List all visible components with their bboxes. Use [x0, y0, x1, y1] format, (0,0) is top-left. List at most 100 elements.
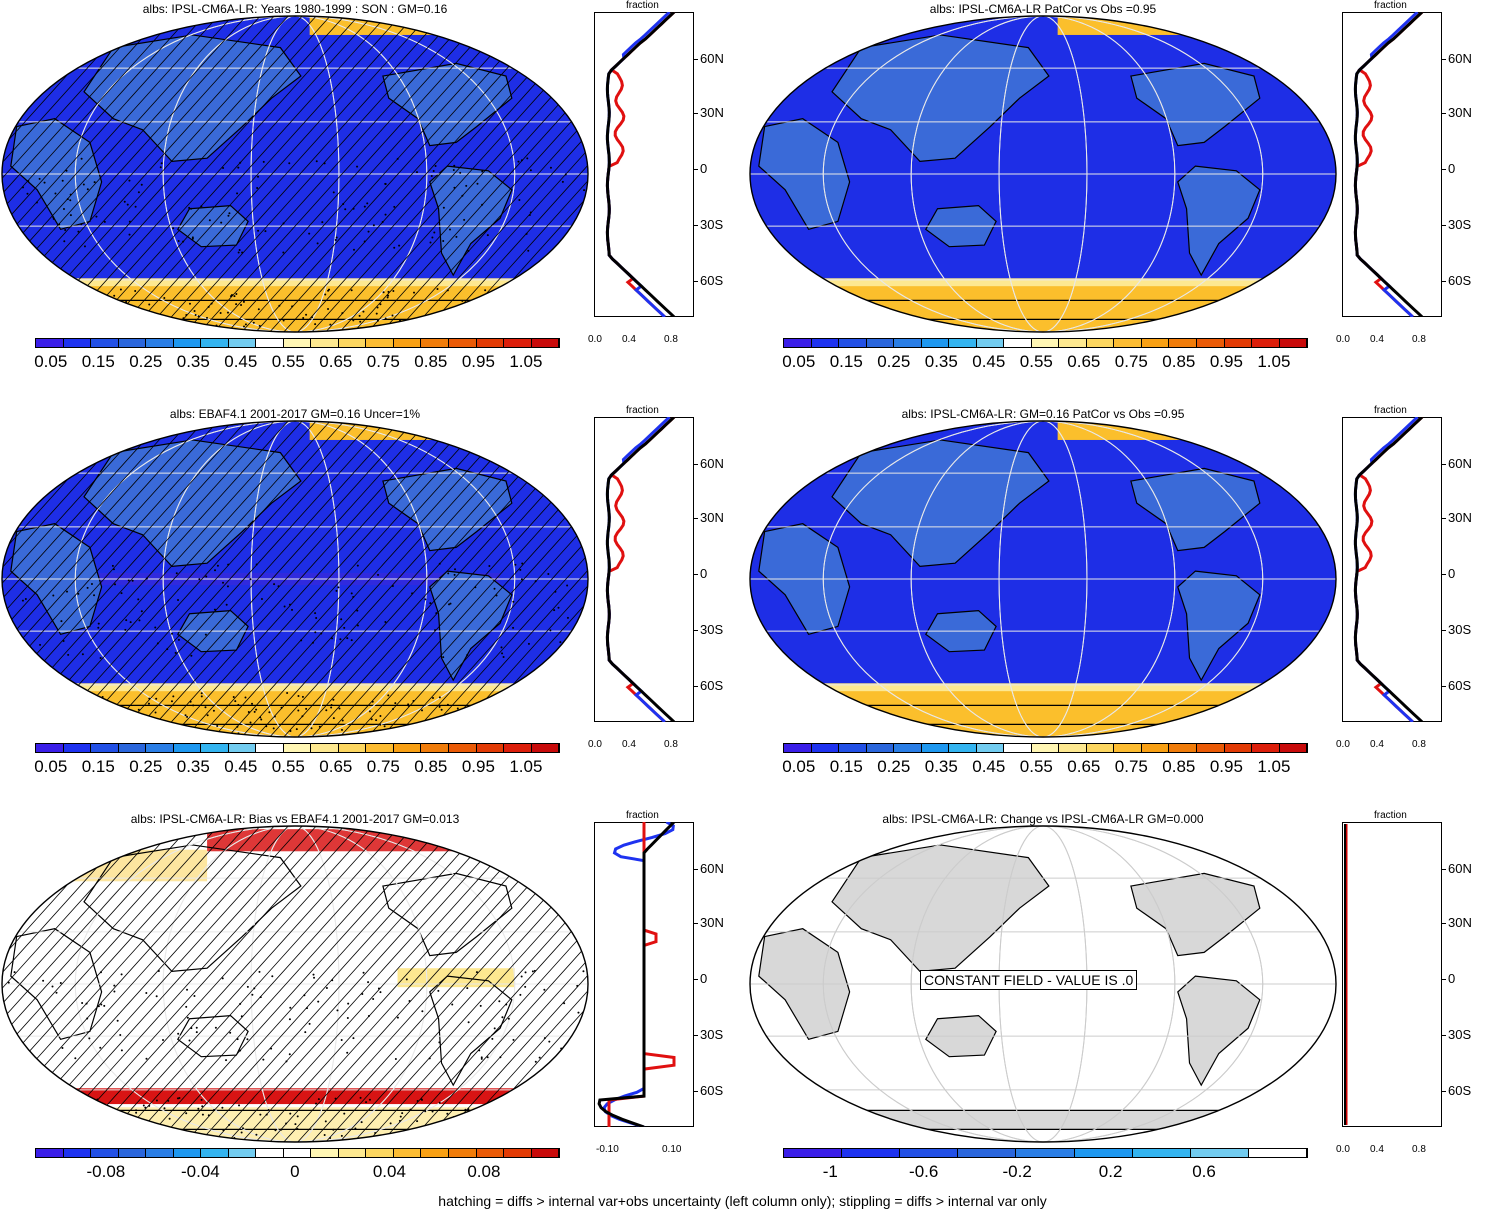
continent-greenland: [1247, 433, 1302, 470]
lat-tick-label: 30S: [1448, 1027, 1472, 1042]
colorbar-tick-label: -0.08: [86, 1162, 126, 1181]
lat-tick: [1441, 281, 1446, 282]
colorbar-tick-label: 0.95: [461, 352, 495, 371]
continent-greenland: [1247, 838, 1302, 875]
lat-tick: [1441, 169, 1446, 170]
lat-tick-label: 60N: [1448, 456, 1472, 471]
map-border: [1, 825, 589, 1143]
colorbar-tick-label: 0.25: [877, 757, 911, 776]
lat-tick: [693, 464, 698, 465]
colorbar-tick-label: 0.05: [782, 352, 816, 371]
map-border: [1, 15, 589, 333]
lat-tick: [693, 225, 698, 226]
continent-asia: [83, 439, 302, 567]
colorbar: [783, 1148, 1308, 1158]
lat-tick: [693, 686, 698, 687]
panel-title: albs: IPSL-CM6A-LR PatCor vs Obs =0.95: [929, 2, 1157, 16]
lat-tick: [1441, 630, 1446, 631]
colorbar-tick-label: 0.15: [81, 757, 115, 776]
colorbar-tick-label: 0.45: [224, 352, 258, 371]
colorbar: [35, 1148, 560, 1158]
map-border: [749, 825, 1337, 1143]
panel-title: albs: IPSL-CM6A-LR: Bias vs EBAF4.1 2001…: [130, 812, 460, 826]
colorbar-tick-label: 0.75: [1114, 352, 1148, 371]
panel-p2: albs: IPSL-CM6A-LR PatCor vs Obs =0.95 fr…: [748, 0, 1485, 400]
lat-tick: [1441, 113, 1446, 114]
colorbar-tick-label: 1.05: [1257, 352, 1291, 371]
lat-tick: [693, 923, 698, 924]
panel-p5: albs: IPSL-CM6A-LR: Bias vs EBAF4.1 2001…: [0, 810, 740, 1210]
colorbar: [783, 338, 1308, 348]
bias-band-south: [2, 1088, 588, 1105]
arctic-ice-band: [1057, 16, 1322, 35]
colorbar-tick-label: 0.25: [129, 757, 163, 776]
zonal-title: fraction: [1374, 405, 1407, 416]
zonal-x-tick-label: 0.8: [664, 334, 678, 345]
panel-p3: albs: EBAF4.1 2001-2017 GM=0.16 Uncer=1%…: [0, 405, 740, 805]
zonal-mean-plot: [594, 417, 694, 722]
colorbar-tick-label: 0.2: [1098, 1162, 1123, 1181]
lat-tick-label: 60N: [1448, 51, 1472, 66]
continent-antarctica: [866, 1109, 1220, 1130]
lat-tick-label: 30N: [700, 915, 724, 930]
lat-tick-label: 60S: [700, 273, 724, 288]
panel-title: albs: IPSL-CM6A-LR: Change vs IPSL-CM6A-…: [882, 812, 1204, 826]
colorbar-tick-label: 0.45: [224, 757, 258, 776]
zonal-line-mean: [1353, 12, 1424, 317]
lat-tick: [1441, 1091, 1446, 1092]
continent-greenland: [1247, 28, 1302, 65]
colorbar-tick-label: 0.25: [129, 352, 163, 371]
panel-p1: albs: IPSL-CM6A-LR: Years 1980-1999 : SO…: [0, 0, 740, 400]
zonal-line-mean: [605, 417, 676, 722]
continent-asia: [831, 844, 1050, 972]
continent-asia: [831, 34, 1050, 162]
zonal-x-tick-label: 0.0: [1336, 1144, 1350, 1155]
continent-antarctica: [866, 299, 1220, 320]
continent-asia: [83, 34, 302, 162]
lat-tick: [1441, 1035, 1446, 1036]
colorbar-tick-label: -0.6: [909, 1162, 939, 1181]
zonal-x-tick-label: -0.10: [596, 1144, 619, 1155]
colorbar-tick-label: 0.75: [366, 757, 400, 776]
lat-tick-label: 0: [1448, 971, 1456, 986]
zonal-x-tick-label: 0.8: [1412, 334, 1426, 345]
lat-tick-label: 30N: [1448, 915, 1472, 930]
colorbar-tick-label: 0.15: [81, 352, 115, 371]
world-map: [749, 825, 1337, 1143]
continent-namerica: [1130, 872, 1261, 957]
continent-antarctica: [866, 704, 1220, 725]
continent-samerica: [1177, 975, 1261, 1087]
colorbar-tick-label: 0.55: [271, 757, 305, 776]
world-map: [749, 420, 1337, 738]
zonal-x-tick-label: 0.4: [1370, 1144, 1384, 1155]
colorbar-tick-label: 0.85: [1162, 352, 1196, 371]
colorbar-tick-label: 0.35: [924, 757, 958, 776]
lat-tick-label: 0: [1448, 566, 1456, 581]
colorbar-tick-label: 1.05: [509, 352, 543, 371]
lat-tick-label: 60N: [1448, 861, 1472, 876]
colorbar-tick-label: 1.05: [509, 757, 543, 776]
zonal-title: fraction: [626, 810, 659, 821]
zonal-x-tick-label: 0.8: [664, 739, 678, 750]
zonal-mean-plot: [1342, 12, 1442, 317]
colorbar-tick-label: 0.85: [1162, 757, 1196, 776]
lat-tick: [693, 574, 698, 575]
lat-tick-label: 30S: [1448, 622, 1472, 637]
colorbar-tick-label: 0.08: [467, 1162, 501, 1181]
colorbar-tick-label: 0.95: [461, 757, 495, 776]
panel-title: albs: IPSL-CM6A-LR: GM=0.16 PatCor vs Ob…: [901, 407, 1185, 421]
lat-tick: [693, 1035, 698, 1036]
lat-tick: [693, 169, 698, 170]
graticule: [2, 16, 588, 332]
continent-namerica: [1130, 467, 1261, 552]
colorbar-tick-label: -0.04: [181, 1162, 220, 1181]
footer-note: hatching = diffs > internal var+obs unce…: [438, 1193, 1047, 1209]
panel-p4: albs: IPSL-CM6A-LR: GM=0.16 PatCor vs Ob…: [748, 405, 1485, 805]
zonal-line-mean: [605, 12, 676, 317]
lat-tick-label: 30S: [700, 217, 724, 232]
lat-tick: [1441, 574, 1446, 575]
continent-greenland: [499, 28, 554, 65]
continent-namerica: [382, 872, 513, 957]
lat-tick: [1441, 686, 1446, 687]
lat-tick-label: 60S: [1448, 273, 1472, 288]
